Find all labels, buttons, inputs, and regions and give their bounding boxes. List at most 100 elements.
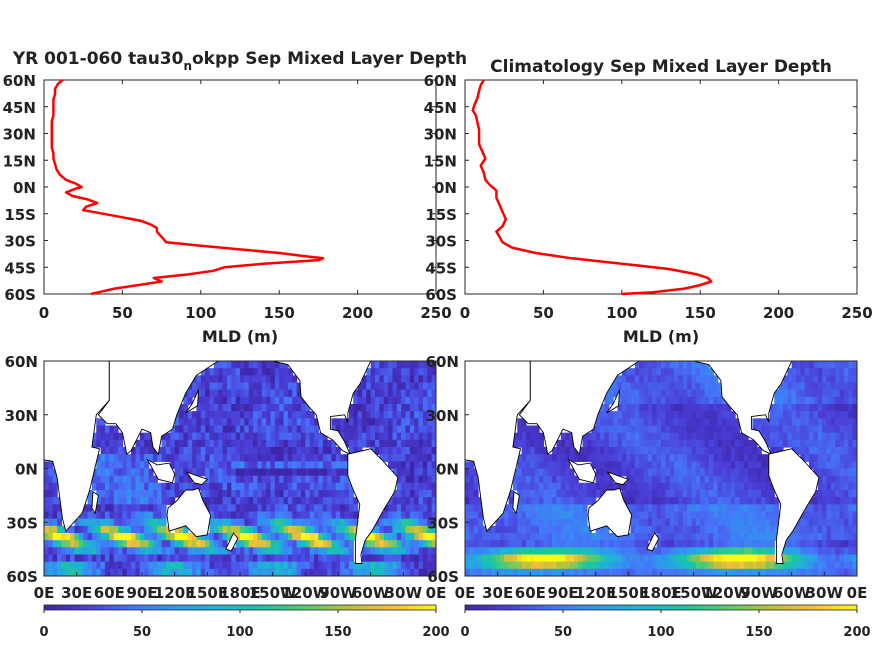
heatmap-cell	[422, 382, 428, 391]
heatmap-cell	[331, 547, 337, 556]
heatmap-cell	[200, 439, 206, 448]
heatmap-cell	[691, 411, 697, 419]
heatmap-cell	[405, 468, 411, 477]
heatmap-cell	[179, 404, 184, 412]
heatmap-cell	[200, 418, 206, 427]
heatmap-cell	[314, 568, 319, 576]
heatmap-cell	[222, 454, 228, 462]
heatmap-cell	[274, 511, 280, 520]
heatmap-cell	[817, 389, 823, 398]
heatmap-cell	[222, 404, 228, 412]
heatmap-cell	[822, 468, 828, 477]
heatmap-cell	[157, 490, 163, 498]
heatmap-cell	[560, 468, 566, 477]
heatmap-cell	[560, 504, 566, 513]
heatmap-cell	[809, 533, 815, 541]
heatmap-cell	[774, 447, 780, 455]
heatmap-cell	[314, 432, 319, 441]
colorbar-tick-label: 50	[554, 625, 572, 640]
heatmap-cell	[179, 547, 184, 556]
heatmap-cell	[639, 389, 645, 398]
heatmap-cell	[331, 425, 337, 434]
heatmap-cell	[573, 475, 579, 484]
heatmap-cell	[569, 533, 575, 541]
heatmap-cell	[401, 382, 407, 391]
heatmap-cell	[817, 411, 823, 419]
heatmap-cell	[495, 540, 501, 548]
heatmap-cell	[340, 475, 346, 484]
heatmap-cell	[91, 561, 97, 570]
heatmap-cell	[791, 439, 797, 448]
heatmap-cell	[465, 568, 470, 576]
heatmap-cell	[835, 525, 841, 534]
heatmap-cell	[213, 533, 219, 541]
heatmap-cell	[525, 561, 531, 570]
heatmap-cell	[122, 518, 128, 527]
heatmap-cell	[253, 540, 259, 548]
heatmap-cell	[669, 554, 675, 563]
heatmap-cell	[91, 540, 97, 548]
heatmap-cell	[414, 475, 420, 484]
heatmap-cell	[565, 540, 571, 548]
heatmap-cell	[726, 554, 732, 563]
heatmap-cell	[852, 461, 857, 470]
heatmap-cell	[817, 432, 823, 441]
heatmap-cell	[835, 568, 841, 576]
heatmap-cell	[813, 404, 819, 412]
heatmap-cell	[300, 447, 306, 455]
heatmap-cell	[852, 468, 857, 477]
heatmap-cell	[796, 382, 801, 391]
heatmap-cell	[388, 361, 394, 369]
heatmap-cell	[409, 533, 415, 541]
heatmap-cell	[244, 568, 250, 576]
heatmap-cell	[822, 404, 828, 412]
heatmap-cell	[469, 561, 475, 570]
heatmap-cell	[800, 432, 806, 441]
heatmap-cell	[152, 540, 158, 548]
heatmap-cell	[839, 547, 845, 556]
heatmap-cell	[418, 525, 424, 534]
heatmap-cell	[261, 511, 267, 520]
heatmap-cell	[322, 547, 328, 556]
heatmap-cell	[678, 375, 684, 384]
heatmap-cell	[691, 454, 697, 462]
heatmap-cell	[152, 504, 158, 513]
heatmap-cell	[205, 368, 211, 376]
heatmap-cell	[713, 504, 719, 513]
heatmap-cell	[209, 368, 215, 376]
heatmap-cell	[556, 497, 562, 505]
heatmap-cell	[218, 547, 224, 556]
heatmap-cell	[826, 533, 832, 541]
heatmap-cell	[839, 375, 845, 384]
heatmap-cell	[608, 533, 614, 541]
heatmap-cell	[183, 525, 189, 534]
heatmap-cell	[109, 561, 115, 570]
heatmap-cell	[730, 468, 736, 477]
heatmap-cell	[621, 468, 627, 477]
heatmap-cell	[765, 468, 771, 477]
heatmap-cell	[104, 547, 110, 556]
heatmap-cell	[552, 533, 558, 541]
heatmap-cell	[839, 533, 845, 541]
heatmap-cell	[639, 382, 645, 391]
heatmap-cell	[144, 504, 150, 513]
x-tick-label: 90W	[740, 584, 778, 602]
heatmap-cell	[769, 518, 775, 527]
heatmap-cell	[414, 461, 420, 470]
heatmap-cell	[822, 497, 828, 505]
heatmap-cell	[822, 504, 828, 513]
heatmap-cell	[765, 432, 771, 441]
heatmap-cell	[248, 525, 254, 534]
heatmap-cell	[552, 504, 558, 513]
heatmap-cell	[774, 439, 780, 448]
heatmap-cell	[512, 533, 518, 541]
y-tick-label: 30S	[427, 514, 459, 532]
heatmap-cell	[270, 554, 276, 563]
heatmap-cell	[643, 382, 649, 391]
heatmap-cell	[388, 411, 394, 419]
heatmap-cell	[721, 568, 727, 576]
heatmap-cell	[213, 432, 219, 441]
heatmap-cell	[222, 447, 228, 455]
heatmap-cell	[595, 533, 601, 541]
heatmap-cell	[595, 490, 601, 498]
